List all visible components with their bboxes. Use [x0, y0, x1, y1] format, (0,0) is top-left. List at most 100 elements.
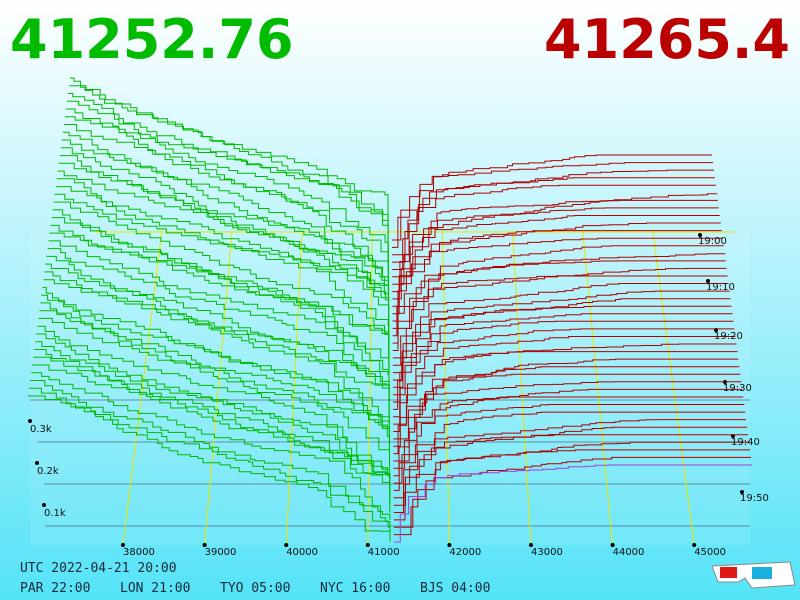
price-label: 44000 — [613, 547, 645, 558]
ask-depth-line — [392, 193, 718, 278]
time-dot — [740, 490, 744, 494]
time-label: 19:20 — [714, 331, 743, 342]
bid-depth-line — [35, 341, 391, 491]
ask-depth-line — [393, 404, 745, 484]
bid-depth-line — [43, 279, 390, 432]
ask-depth-line — [393, 305, 732, 388]
bid-depth-line — [34, 349, 391, 498]
bid-depth-line — [38, 317, 390, 469]
price-grid — [441, 231, 450, 546]
ask-depth-line — [393, 434, 749, 513]
bid-depth-line — [69, 85, 389, 248]
ask-depth-line — [393, 358, 739, 440]
time-label: 19:30 — [723, 383, 752, 394]
bid-depth-line — [46, 255, 390, 410]
price-label: 41000 — [368, 547, 400, 558]
bid-depth-line — [41, 294, 390, 447]
city-time: LON 21:00 — [120, 581, 190, 596]
ask-depth-line — [393, 419, 747, 499]
ask-depth-line — [392, 260, 726, 344]
bid-depth-line — [33, 356, 391, 506]
bid-depth-line — [58, 162, 389, 321]
price-dot — [692, 543, 697, 547]
depth-dot — [35, 461, 39, 465]
bid-depth-line — [40, 302, 390, 454]
depth-dot — [28, 419, 32, 423]
ask-depth-line — [392, 154, 712, 241]
bid-depth-line — [61, 139, 389, 299]
ask-depth-line — [392, 177, 715, 263]
bid-depth-line — [28, 395, 391, 542]
price-label: 43000 — [531, 547, 563, 558]
time-label: 19:50 — [740, 493, 769, 504]
ask-depth-line — [392, 207, 719, 293]
bid-depth-line — [57, 170, 390, 329]
price-grid — [652, 231, 695, 546]
bid-depth-line — [66, 100, 389, 263]
ask-depth-line — [394, 464, 752, 543]
bid-depth-line — [63, 124, 389, 285]
ask-depth-line — [393, 366, 740, 447]
bid-depth-line — [48, 240, 390, 395]
ask-depth-line — [392, 169, 714, 256]
ask-depth-line — [392, 230, 722, 315]
price-label: 40000 — [286, 547, 318, 558]
time-label: 19:10 — [706, 282, 735, 293]
ask-depth-line — [393, 411, 746, 491]
city-time: BJS 04:00 — [420, 581, 490, 596]
ask-depth-line — [393, 388, 743, 469]
city-time: TYO 05:00 — [220, 581, 290, 596]
ask-depth-line — [393, 449, 750, 528]
utc-time: UTC 2022-04-21 20:00 — [20, 561, 177, 576]
ask-depth-line — [392, 290, 730, 374]
ask-depth-line — [392, 283, 729, 366]
bid-depth-line — [39, 310, 390, 461]
depth-label: 0.3k — [30, 424, 52, 435]
price-dot — [447, 543, 452, 547]
bid-depth-line — [42, 286, 390, 439]
ask-depth-line — [392, 162, 713, 248]
ask-depth-line — [393, 343, 737, 425]
ask-depth-line — [393, 328, 735, 410]
price-dot — [365, 543, 370, 547]
ask-depth-line — [393, 351, 738, 432]
bid-depth-line — [44, 271, 390, 425]
price-label: 45000 — [694, 547, 726, 558]
depth-dot — [42, 503, 46, 507]
bid-price: 41252.76 — [10, 8, 294, 71]
ask-depth-line — [394, 456, 751, 536]
price-dot — [121, 543, 125, 547]
ask-depth-line — [393, 381, 742, 462]
ask-depth-line — [392, 184, 716, 270]
city-time: PAR 22:00 — [20, 581, 90, 596]
ask-depth-line — [393, 336, 736, 418]
ask-depth-line — [393, 320, 734, 403]
time-label: 19:00 — [698, 236, 727, 247]
time-label: 19:40 — [731, 437, 760, 448]
ask-depth-line — [392, 215, 720, 300]
price-grid — [582, 231, 614, 546]
time-dot — [706, 279, 710, 283]
price-label: 38000 — [123, 547, 155, 558]
bid-depth-line — [30, 380, 390, 528]
bid-depth-line — [32, 364, 391, 513]
price-grid — [204, 231, 233, 546]
bid-depth-line — [70, 77, 389, 240]
depth-label: 0.1k — [44, 508, 66, 519]
price-label: 42000 — [449, 547, 481, 558]
bid-depth-line — [47, 248, 390, 402]
bid-depth-line — [37, 325, 390, 477]
price-label: 39000 — [205, 547, 237, 558]
ask-depth-line — [393, 441, 750, 521]
price-grid — [285, 231, 303, 546]
ask-depth-line — [392, 275, 728, 359]
price-dot — [610, 543, 615, 547]
bid-depth-line — [65, 108, 389, 270]
bid-depth-line — [45, 263, 390, 417]
ask-depth-line — [393, 396, 744, 477]
ask-depth-line — [392, 199, 718, 285]
price-dot — [284, 543, 289, 547]
price-grid — [512, 231, 532, 546]
